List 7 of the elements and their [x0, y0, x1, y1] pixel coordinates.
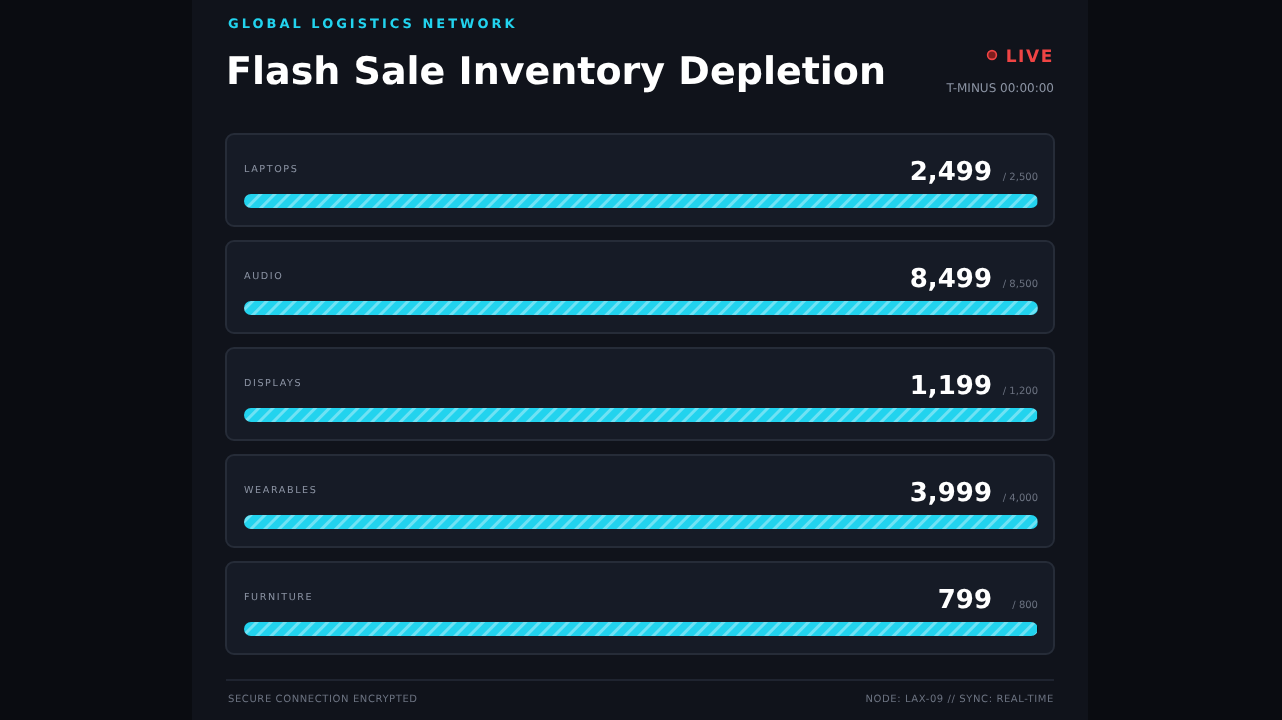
- text: LIVE: [1005, 48, 1054, 68]
- data-label: 1,199: [909, 372, 992, 402]
- data-label: 3,999: [909, 479, 992, 509]
- data-label: 8,499: [909, 265, 992, 295]
- text: Flash Sale Inventory Depletion: [226, 50, 887, 94]
- data-label: 799: [937, 586, 992, 616]
- data-label: 2,499: [909, 158, 992, 188]
